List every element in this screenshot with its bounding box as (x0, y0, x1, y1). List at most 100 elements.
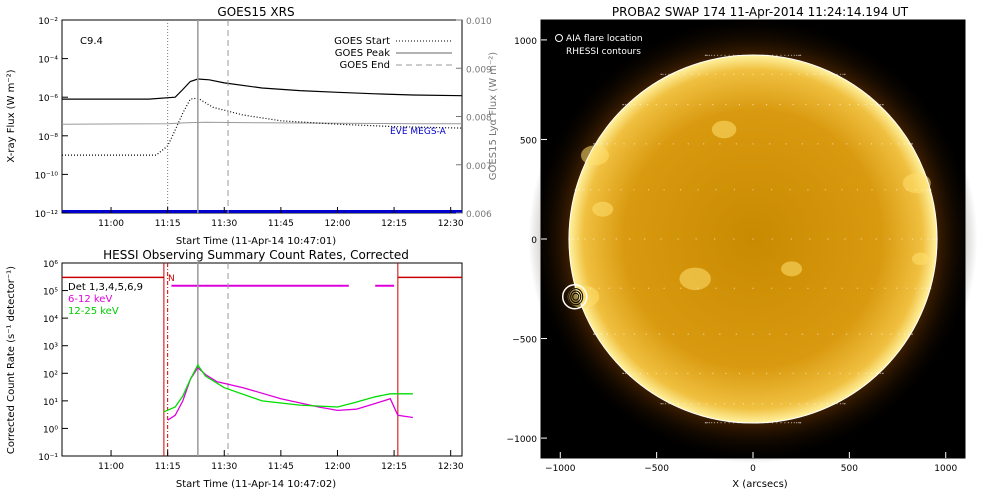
swap-grid-dot (795, 54, 798, 56)
swap-grid-dot (724, 54, 726, 56)
swap-grid-dot (647, 189, 650, 191)
swap-grid-dot (715, 287, 717, 289)
goes-y2-tick-label: 0.010 (466, 17, 492, 27)
swap-grid-dot (687, 333, 689, 335)
swap-grid-dot (882, 372, 884, 374)
swap-xlabel: X (arcsecs) (732, 479, 788, 490)
swap-grid-dot (717, 422, 719, 424)
goes-series-line-0 (62, 78, 463, 100)
swap-grid-dot (790, 238, 792, 240)
swap-grid-dot (769, 333, 771, 335)
swap-grid-dot (859, 333, 861, 335)
goes-y2-tick-label: 0.008 (466, 114, 492, 124)
swap-grid-dot (715, 73, 717, 75)
swap-grid-dot (797, 54, 799, 56)
swap-grid-dot (809, 238, 811, 240)
swap-grid-dot (932, 238, 934, 240)
swap-x-tick-label: −1000 (545, 464, 576, 474)
swap-grid-dot (849, 372, 851, 374)
swap-grid-dot (699, 104, 701, 106)
swap-grid-dot (896, 189, 898, 191)
swap-grid-dot (842, 403, 844, 405)
swap-grid-dot (785, 333, 787, 335)
swap-grid-dot (717, 54, 719, 56)
swap-grid-dot (881, 333, 883, 335)
swap-grid-dot (606, 333, 609, 335)
goes-plot-frame (61, 19, 463, 214)
hessi-x-tick-label: 11:00 (98, 462, 124, 472)
swap-grid-dot (789, 189, 791, 191)
swap-grid-dot (841, 189, 843, 191)
swap-grid-dot (713, 54, 716, 56)
swap-grid-dot (865, 372, 867, 374)
goes-x-tick-label: 12:30 (438, 219, 464, 229)
swap-grid-dot (620, 287, 622, 289)
swap-grid-dot (826, 73, 829, 75)
swap-grid-dot (789, 287, 791, 289)
swap-grid-dot (620, 189, 622, 191)
swap-grid-dot (665, 372, 667, 374)
swap-grid-dot (795, 422, 798, 424)
swap-grid-dot (633, 143, 636, 145)
hessi-y-tick-label: 10² (43, 370, 58, 380)
swap-grid-dot (790, 422, 793, 424)
swap-grid-dot (828, 104, 831, 106)
swap-grid-dot (711, 54, 713, 56)
hessi-panel: HESSI Observing Summary Count Rates, Cor… (6, 248, 464, 490)
swap-grid-dot (871, 189, 873, 191)
swap-grid-dot (647, 287, 650, 289)
swap-grid-dot (590, 189, 592, 191)
goes-lya-line (61, 121, 462, 125)
swap-grid-dot (724, 403, 726, 405)
swap-image-panel: PROBA2 SWAP 174 11-Apr-2014 11:24:14.194… (507, 5, 978, 490)
swap-grid-dot (860, 238, 862, 240)
swap-grid-dot (876, 104, 878, 106)
swap-grid-dot (628, 104, 630, 106)
swap-grid-dot (629, 238, 631, 240)
swap-grid-dot (644, 238, 646, 240)
swap-grid-dot (846, 333, 848, 335)
swap-grid-dot (633, 333, 636, 335)
goes-marks (61, 20, 463, 213)
swap-grid-dot (871, 104, 873, 106)
swap-grid-dot (814, 73, 816, 75)
swap-grid-dot (707, 54, 709, 56)
goes-legend-end-label: GOES End (340, 60, 390, 71)
swap-grid-dot (806, 73, 808, 75)
swap-grid-dot (921, 189, 923, 191)
swap-coordinate-grid (568, 54, 938, 424)
swap-grid-dot (600, 333, 603, 335)
hessi-y-tick-label: 10⁴ (43, 315, 58, 325)
swap-grid-dot (708, 54, 711, 56)
swap-grid-dot (724, 422, 726, 424)
swap-grid-dot (623, 143, 625, 145)
hessi-plot-frame (61, 262, 463, 457)
swap-grid-dot (728, 54, 730, 56)
swap-grid-dot (844, 403, 846, 405)
hessi-series-line-1 (163, 363, 413, 413)
swap-grid-dot (784, 54, 786, 56)
swap-grid-dot (911, 143, 914, 145)
swap-legend-rhessi-marker (554, 46, 564, 56)
swap-grid-dot (901, 238, 903, 240)
swap-grid-dot (733, 238, 735, 240)
swap-grid-dot (884, 287, 886, 289)
swap-grid-dot (752, 73, 754, 75)
swap-rhessi-contour-1 (570, 290, 582, 303)
swap-grid-dot (677, 403, 680, 405)
swap-grid-dot (633, 104, 635, 106)
swap-grid-dot (719, 333, 721, 335)
goes-x-tick-label: 11:30 (211, 219, 237, 229)
goes-series-line-1 (62, 97, 463, 156)
swap-grid-dot (733, 403, 735, 405)
swap-grid-dot (771, 73, 773, 75)
swap-grid-dot (820, 403, 823, 405)
swap-grid-dot (849, 104, 851, 106)
hessi-legend-title: Det 1,3,4,5,6,9 (68, 282, 143, 293)
swap-grid-dot (663, 287, 665, 289)
hessi-night-flag: N (168, 274, 175, 284)
swap-bright-region-3 (911, 252, 930, 266)
swap-grid-dot (614, 333, 616, 335)
swap-grid-dot (687, 104, 689, 106)
hessi-x-tick-label: 11:15 (155, 462, 181, 472)
